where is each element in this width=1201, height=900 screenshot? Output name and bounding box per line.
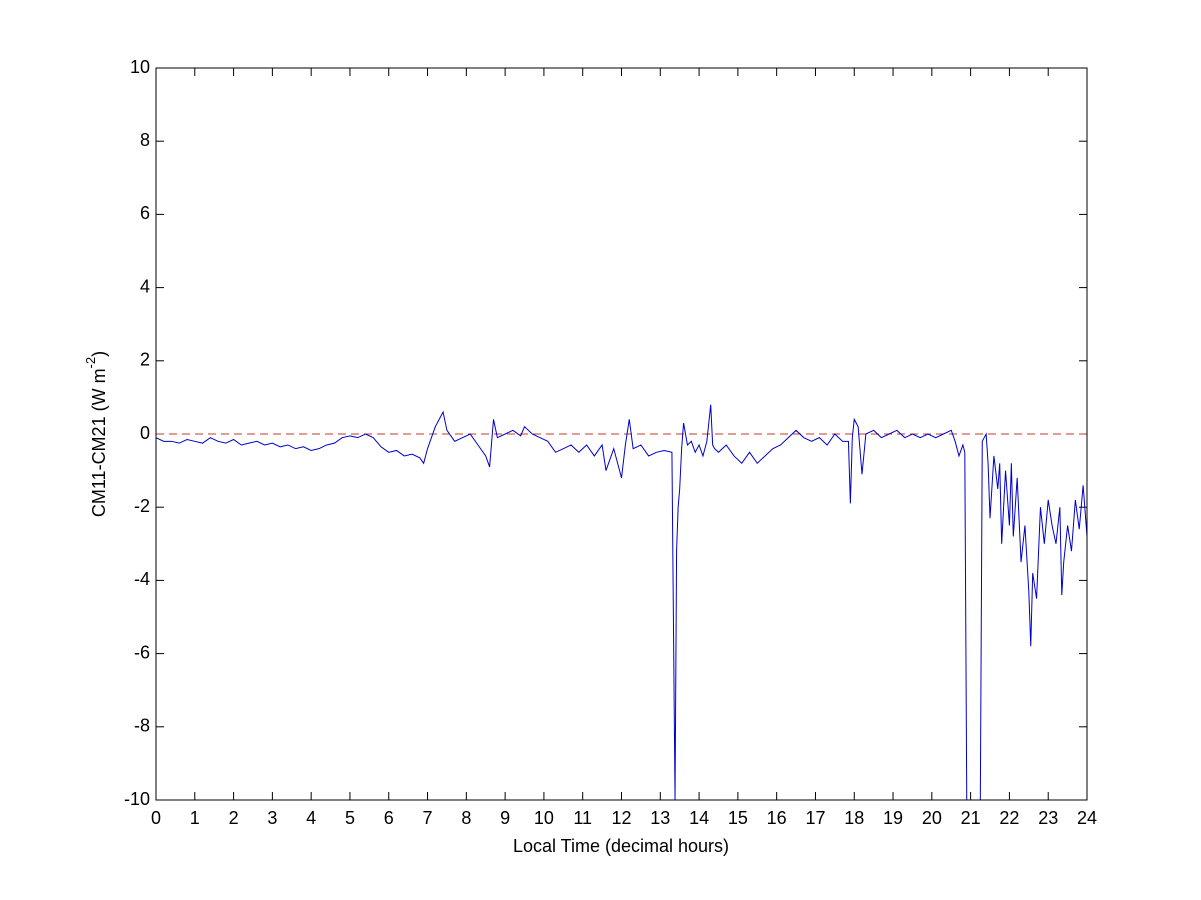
x-tick-label: 17 <box>805 808 825 828</box>
x-tick-label: 11 <box>573 808 592 828</box>
y-tick-label: -6 <box>134 642 150 662</box>
x-tick-label: 16 <box>767 808 787 828</box>
y-tick-label: 4 <box>140 276 150 296</box>
x-tick-label: 0 <box>151 808 161 828</box>
y-tick-label: 8 <box>140 130 150 150</box>
x-tick-label: 9 <box>500 808 510 828</box>
x-tick-label: 6 <box>384 808 394 828</box>
x-tick-label: 7 <box>423 808 433 828</box>
x-tick-label: 24 <box>1077 808 1097 828</box>
x-tick-label: 22 <box>999 808 1019 828</box>
y-tick-label: 2 <box>140 350 150 370</box>
x-tick-label: 12 <box>611 808 631 828</box>
x-tick-label: 4 <box>306 808 316 828</box>
y-tick-label: -4 <box>134 569 150 589</box>
plot-area <box>156 404 1087 800</box>
x-tick-label: 18 <box>844 808 864 828</box>
x-tick-label: 13 <box>650 808 670 828</box>
y-label-sup: -2 <box>83 357 98 369</box>
y-axis-label: CM11-CM21 (W m-2) <box>83 351 108 517</box>
x-tick-label: 19 <box>883 808 903 828</box>
x-tick-label: 14 <box>689 808 709 828</box>
y-tick-label: 0 <box>140 423 150 443</box>
data-line <box>156 404 1087 800</box>
x-tick-label: 3 <box>267 808 277 828</box>
y-label-text: CM11-CM21 (W m <box>89 368 109 517</box>
y-tick-label: -8 <box>134 716 150 736</box>
x-tick-label: 20 <box>922 808 942 828</box>
x-tick-label: 15 <box>728 808 748 828</box>
axes-box <box>155 67 1088 801</box>
x-tick-label: 5 <box>345 808 355 828</box>
y-tick-label: -2 <box>134 496 150 516</box>
y-tick-label: 10 <box>130 57 150 77</box>
x-tick-label: 2 <box>229 808 239 828</box>
x-tick-label: 10 <box>534 808 554 828</box>
y-label-close: ) <box>89 351 109 357</box>
y-tick-label: -10 <box>124 789 150 809</box>
y-tick-label: 6 <box>140 203 150 223</box>
x-tick-label: 23 <box>1038 808 1058 828</box>
x-tick-label: 8 <box>461 808 471 828</box>
x-axis-label: Local Time (decimal hours) <box>513 836 729 856</box>
x-tick-label: 21 <box>961 808 981 828</box>
x-tick-label: 1 <box>190 808 200 828</box>
